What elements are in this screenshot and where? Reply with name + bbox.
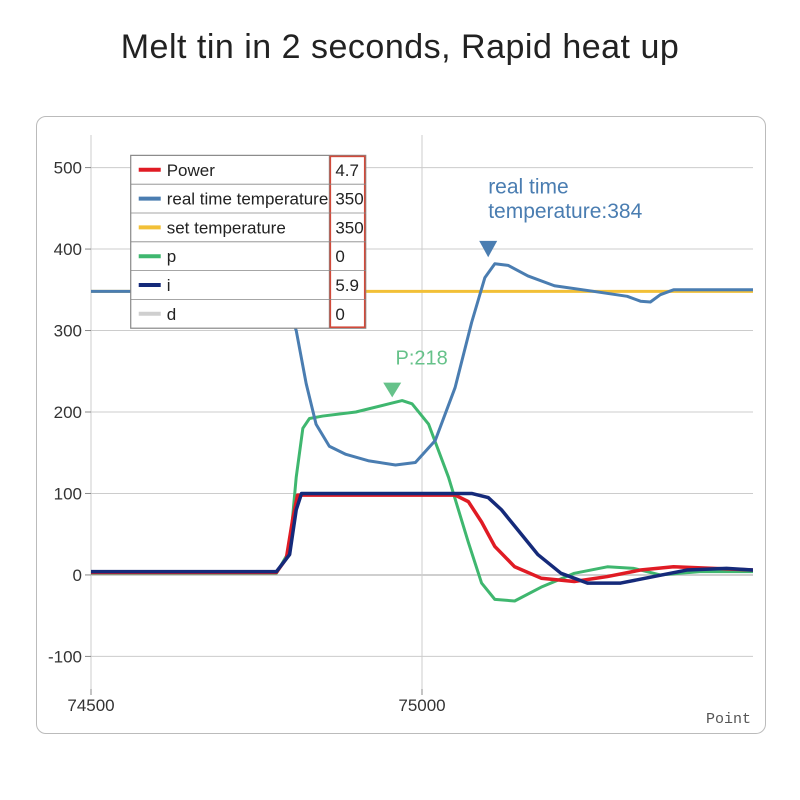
- ytick-label: -100: [48, 647, 82, 666]
- ytick-label: 500: [54, 159, 82, 178]
- ytick-label: 300: [54, 322, 82, 341]
- annotation-rtt: real time: [488, 176, 569, 199]
- annotation-arrow-p: [383, 383, 401, 398]
- ytick-label: 100: [54, 484, 82, 503]
- legend-label: Power: [167, 161, 216, 180]
- legend-label: i: [167, 276, 171, 295]
- legend-label: p: [167, 247, 176, 266]
- chart-svg: -100 0 100 200 300 400 500 74500 75000 Point real …: [37, 117, 765, 733]
- legend-label: set temperature: [167, 218, 286, 237]
- legend-label: d: [167, 305, 176, 324]
- legend-value: 350: [335, 218, 363, 237]
- xtick-label: 74500: [67, 696, 114, 715]
- annotation-rtt: temperature:384: [488, 200, 642, 223]
- legend-value: 350: [335, 190, 363, 209]
- legend-value: 4.7: [335, 161, 359, 180]
- legend-value: 0: [335, 305, 344, 324]
- chart: -100 0 100 200 300 400 500 74500 75000 Point real …: [36, 116, 766, 734]
- annotation-p: P:218: [396, 348, 448, 370]
- legend-value: 0: [335, 247, 344, 266]
- x-axis-label: Point: [706, 711, 751, 728]
- legend-value: 5.9: [335, 276, 359, 295]
- ytick-label: 0: [73, 566, 82, 585]
- xtick-label: 75000: [398, 696, 445, 715]
- ytick-label: 400: [54, 240, 82, 259]
- page-title: Melt tin in 2 seconds, Rapid heat up: [0, 28, 800, 67]
- legend-label: real time temperature: [167, 190, 329, 209]
- ytick-label: 200: [54, 403, 82, 422]
